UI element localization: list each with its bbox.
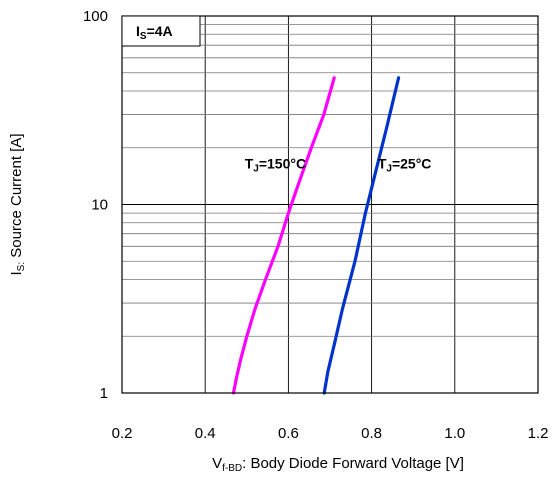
y-tick-labels: 1 10 100 [83,8,108,402]
annotation-rest: =25°C [392,156,431,172]
y-axis-title-main: I [8,271,25,275]
annotation-main: T [245,156,254,172]
x-axis-title-main: V [212,455,222,472]
plot-frame [121,15,539,394]
grid [121,15,539,394]
series-group [231,76,401,395]
x-tick-label: 0.2 [112,425,133,442]
legend-main: I [136,23,140,39]
legend-rest: =4A [147,23,173,39]
x-axis-title: Vf-BD: Body Diode Forward Voltage [V] [212,455,464,474]
y-tick-label: 1 [100,385,108,402]
x-tick-labels: 0.2 0.4 0.6 0.8 1.0 1.2 [112,425,549,442]
legend-box-frame [121,15,201,47]
x-axis-title-rest: : Body Diode Forward Voltage [V] [242,455,464,472]
series-line-0 [231,76,336,395]
x-axis-title-sub: f-BD [222,463,242,474]
x-tick-label: 0.4 [195,425,216,442]
y-axis-title: IS: Source Current [A] [8,133,27,275]
annotation-tj-25: TJ=25°C [378,156,432,175]
x-tick-label: 0.8 [361,425,382,442]
y-axis-title-sub: S: [16,262,27,271]
annotation-tj-150: TJ=150°C [245,156,306,175]
annotation-sub: J [386,164,392,175]
x-tick-label: 1.0 [444,425,465,442]
legend-sub: S [140,31,147,42]
y-axis-title-rest: Source Current [A] [8,133,25,261]
annotation-sub: J [253,164,259,175]
x-tick-label: 0.6 [278,425,299,442]
legend-box: IS=4A [121,15,201,47]
y-tick-label: 10 [91,197,108,214]
x-tick-label: 1.2 [528,425,549,442]
annotation-rest: =150°C [259,156,306,172]
y-tick-label: 100 [83,8,108,25]
annotation-main: T [378,156,387,172]
legend-box-label: IS=4A [136,23,173,42]
series-line-1 [322,76,401,395]
